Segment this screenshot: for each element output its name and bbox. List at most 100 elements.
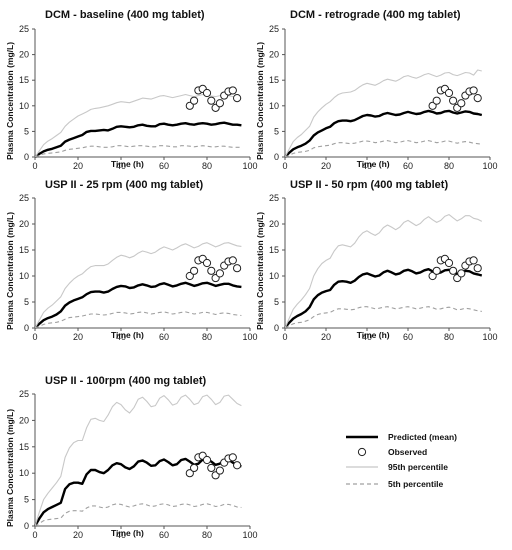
x-axis-label: Time (h) xyxy=(357,330,390,340)
y-tick-label: 5 xyxy=(274,126,279,136)
observed-point xyxy=(233,264,242,273)
x-tick-label: 0 xyxy=(282,332,287,342)
observed-point xyxy=(207,96,216,105)
chart-title: DCM - retrograde (400 mg tablet) xyxy=(290,9,461,21)
observed-point xyxy=(202,258,212,268)
y-axis-label: Plasma Concentration (mg/L) xyxy=(5,409,15,527)
chart-title: DCM - baseline (400 mg tablet) xyxy=(45,9,205,21)
chart-panel-2: DCM - retrograde (400 mg tablet) 0 5 10 15 20… xyxy=(255,9,498,171)
chart-title: USP II - 25 rpm (400 mg tablet) xyxy=(45,179,203,191)
y-axis-label: Plasma Concentration (mg/L) xyxy=(255,212,265,330)
observed-point xyxy=(207,463,216,473)
observed-point xyxy=(444,258,454,268)
y-tick-label: 20 xyxy=(269,219,279,229)
predicted-line xyxy=(284,268,483,329)
observed-points xyxy=(185,84,242,112)
x-tick-label: 40 xyxy=(116,332,126,342)
y-tick-label: 10 xyxy=(19,101,29,111)
legend: Predicted (mean) Observed 95th percentil… xyxy=(346,432,457,489)
y-tick-label: 25 xyxy=(19,24,29,34)
x-tick-label: 60 xyxy=(159,332,169,342)
observed-point xyxy=(228,453,237,462)
y-tick-label: 25 xyxy=(269,193,279,203)
x-axis-label: Time (h) xyxy=(111,159,144,169)
chart-title: USP II - 50 rpm (400 mg tablet) xyxy=(290,179,448,191)
y-tick-label: 15 xyxy=(269,75,279,85)
y-axis-label: Plasma Concentration (mg/L) xyxy=(255,42,265,160)
observed-point xyxy=(473,264,482,273)
observed-point xyxy=(215,99,224,108)
p5-line xyxy=(34,311,242,329)
y-axis-label: Plasma Concentration (mg/L) xyxy=(5,212,15,330)
p5-line xyxy=(284,306,482,329)
x-tick-label: 20 xyxy=(73,161,83,171)
x-axis-label: Time (h) xyxy=(357,159,390,169)
chart-panels: DCM - baseline (400 mg tablet) 0 5 10 15 20 25… xyxy=(5,9,498,540)
x-tick-label: 60 xyxy=(159,530,169,540)
observed-points xyxy=(185,451,242,480)
observed-point xyxy=(233,94,242,103)
y-tick-label: 25 xyxy=(19,389,29,399)
x-tick-label: 80 xyxy=(444,332,454,342)
observed-point xyxy=(469,256,478,265)
observed-point xyxy=(473,94,482,103)
p95-line xyxy=(34,394,242,527)
x-axis-label: Time (h) xyxy=(111,330,144,340)
y-tick-label: 10 xyxy=(19,468,29,478)
observed-point xyxy=(190,96,199,105)
chart-panel-1: DCM - baseline (400 mg tablet) 0 5 10 15 20 25… xyxy=(5,9,258,171)
x-tick-label: 100 xyxy=(482,161,497,171)
observed-point xyxy=(469,86,478,95)
x-tick-label: 60 xyxy=(159,161,169,171)
y-tick-label: 15 xyxy=(19,245,29,255)
x-tick-label: 20 xyxy=(73,332,83,342)
observed-point xyxy=(185,271,194,281)
y-tick-label: 25 xyxy=(19,193,29,203)
y-tick-label: 10 xyxy=(269,271,279,281)
p5-line xyxy=(34,503,242,527)
y-tick-label: 0 xyxy=(274,152,279,162)
p95-line xyxy=(34,242,242,329)
x-tick-label: 100 xyxy=(482,332,497,342)
y-tick-label: 10 xyxy=(269,101,279,111)
legend-predicted-label: Predicted (mean) xyxy=(388,432,457,442)
observed-points xyxy=(428,84,482,112)
y-tick-label: 5 xyxy=(24,495,29,505)
observed-point xyxy=(432,266,441,275)
x-tick-label: 60 xyxy=(403,332,413,342)
predicted-line xyxy=(34,121,242,158)
observed-point xyxy=(432,96,441,105)
x-tick-label: 60 xyxy=(403,161,413,171)
predicted-line xyxy=(284,109,483,158)
x-tick-label: 40 xyxy=(116,530,126,540)
x-tick-label: 80 xyxy=(202,161,212,171)
x-tick-label: 40 xyxy=(362,332,372,342)
observed-point xyxy=(185,469,194,478)
x-tick-label: 0 xyxy=(32,161,37,171)
p5-line xyxy=(34,145,242,158)
x-tick-label: 40 xyxy=(116,161,126,171)
x-tick-label: 20 xyxy=(73,530,83,540)
y-tick-label: 0 xyxy=(24,521,29,531)
x-tick-label: 0 xyxy=(282,161,287,171)
x-tick-label: 100 xyxy=(242,161,257,171)
legend-observed-label: Observed xyxy=(388,447,427,457)
observed-points xyxy=(185,254,242,283)
x-tick-label: 20 xyxy=(321,332,331,342)
observed-point xyxy=(190,463,199,473)
chart-panel-4: USP II - 50 rpm (400 mg tablet) 0 5 10 15 20 2… xyxy=(255,179,498,342)
x-tick-label: 80 xyxy=(202,332,212,342)
observed-point xyxy=(228,86,237,95)
observed-point xyxy=(228,256,237,265)
y-axis-label: Plasma Concentration (mg/L) xyxy=(5,42,15,160)
chart-panel-5: USP II - 100rpm (400 mg tablet) 0 5 10 15 20 2… xyxy=(5,375,258,540)
observed-point xyxy=(449,96,458,105)
observed-point xyxy=(202,88,212,98)
observed-point xyxy=(428,271,437,281)
x-tick-label: 0 xyxy=(32,332,37,342)
y-tick-label: 0 xyxy=(24,323,29,333)
y-tick-label: 10 xyxy=(19,271,29,281)
observed-point xyxy=(215,466,224,475)
x-tick-label: 80 xyxy=(202,530,212,540)
